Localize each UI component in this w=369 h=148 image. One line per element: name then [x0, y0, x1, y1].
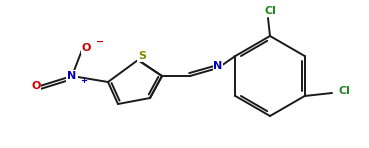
Text: N: N [68, 71, 77, 81]
Text: Cl: Cl [264, 6, 276, 16]
Text: O: O [31, 81, 41, 91]
Text: Cl: Cl [338, 86, 350, 96]
Text: −: − [96, 37, 104, 47]
Text: N: N [213, 61, 223, 71]
Text: +: + [80, 75, 87, 85]
Text: S: S [138, 51, 146, 61]
Text: O: O [81, 43, 91, 53]
